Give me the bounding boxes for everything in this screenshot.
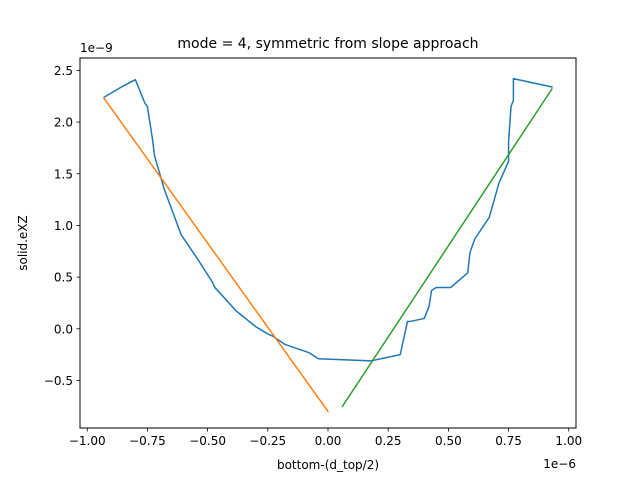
y-tick-label: 0.0 — [54, 322, 73, 336]
series-line-2 — [103, 97, 330, 413]
y-tick-label: 2.5 — [54, 64, 73, 78]
series-layer — [103, 77, 553, 413]
x-tick-label: 0.25 — [375, 434, 402, 448]
series-line-1 — [103, 77, 553, 362]
y-tick-label: 0.5 — [54, 271, 73, 285]
x-tick-label: −1.00 — [69, 434, 106, 448]
x-tick-label: 0.00 — [315, 434, 342, 448]
plot-frame — [79, 57, 577, 429]
y-tick-label: 1.0 — [54, 219, 73, 233]
y-axis-label: solid.eXZ — [16, 215, 30, 271]
chart-title: mode = 4, symmetric from slope approach — [177, 36, 478, 52]
ticks-layer: −1.00 −0.75 −0.50 −0.25 0.00 0.25 0.50 0.75 1.00… — [44, 64, 582, 448]
series-line-3 — [341, 87, 553, 408]
y-tick-label: 2.0 — [54, 116, 73, 130]
x-tick-label: 1.00 — [555, 434, 582, 448]
x-offset-text: 1e−6 — [543, 457, 576, 471]
x-tick-label: −0.75 — [129, 434, 166, 448]
y-tick-label: −0.5 — [44, 374, 73, 388]
x-tick-label: −0.25 — [249, 434, 286, 448]
y-tick-label: 1.5 — [54, 167, 73, 181]
x-tick-label: −0.50 — [189, 434, 226, 448]
x-tick-label: 0.75 — [495, 434, 522, 448]
y-offset-text: 1e−9 — [80, 41, 113, 55]
x-tick-label: 0.50 — [435, 434, 462, 448]
x-axis-label: bottom-(d_top/2) — [277, 458, 379, 472]
